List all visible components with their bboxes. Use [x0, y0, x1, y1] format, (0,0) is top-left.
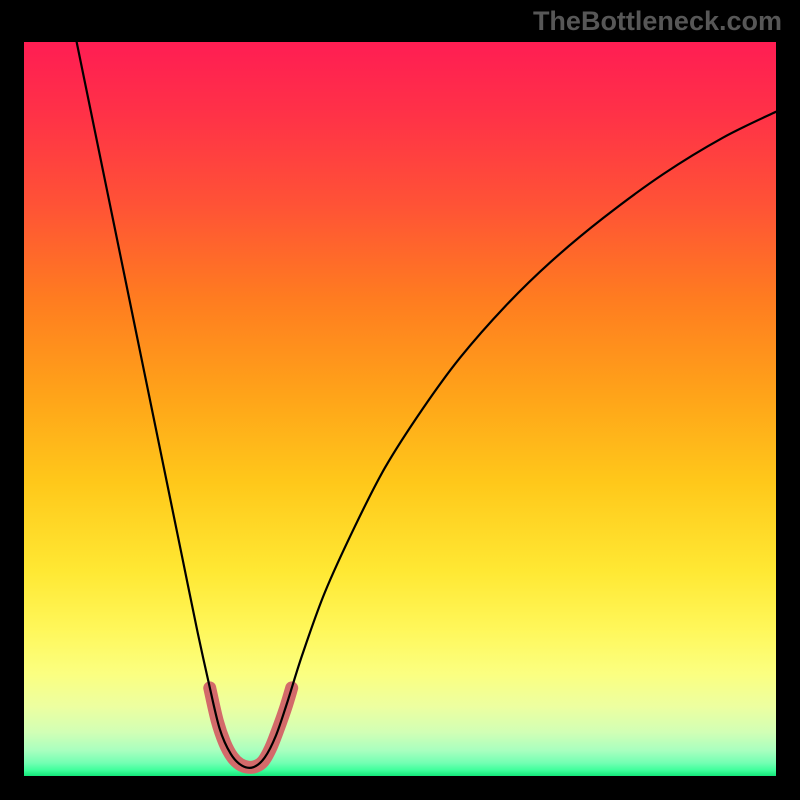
chart-frame: TheBottleneck.com	[0, 0, 800, 800]
chart-svg	[0, 0, 800, 800]
plot-background	[24, 42, 776, 776]
watermark-text: TheBottleneck.com	[533, 6, 782, 37]
